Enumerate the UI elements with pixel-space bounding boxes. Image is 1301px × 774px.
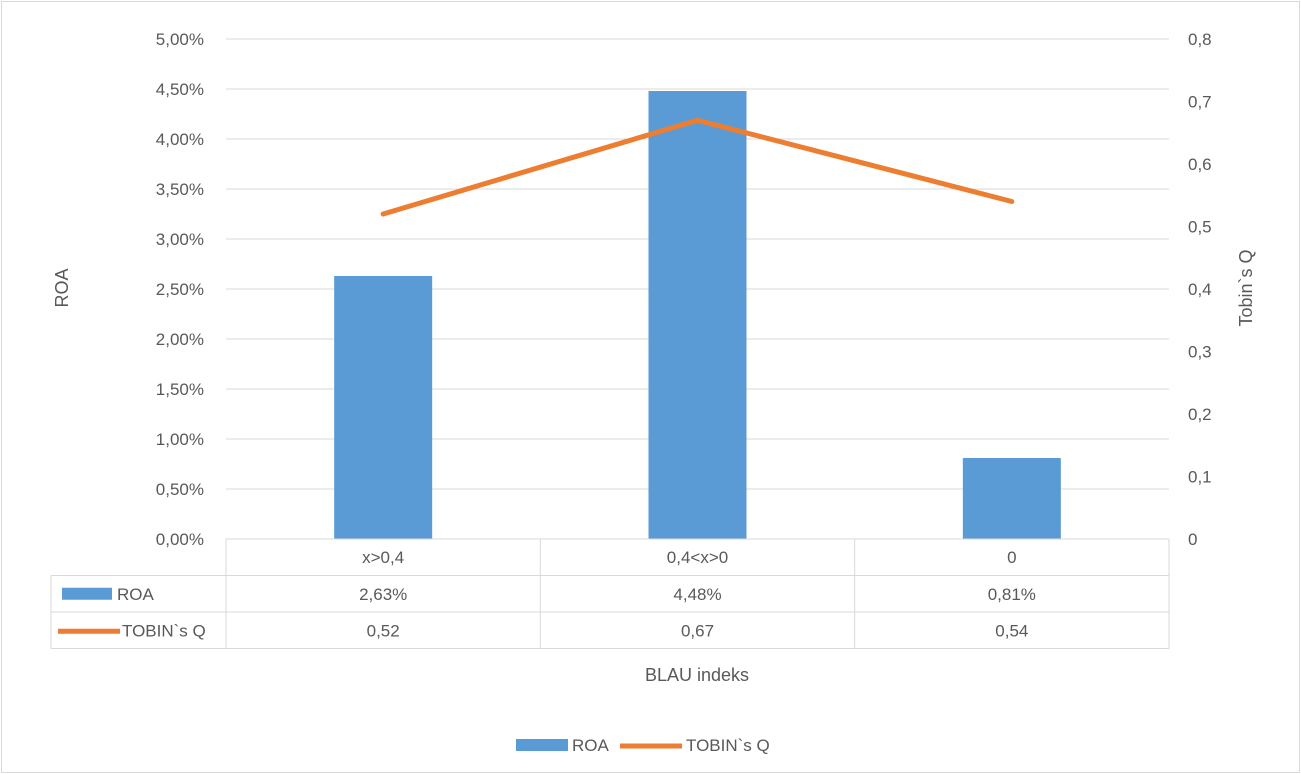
- y2-tick-label: 0,7: [1188, 93, 1212, 112]
- table-value: 0,81%: [988, 585, 1036, 604]
- left-axis-ticks: 0,00% 0,50% 1,00% 1,50% 2,00% 2,50% 3,00% 3,50%…: [156, 30, 204, 549]
- y-tick-label: 2,00%: [156, 330, 204, 349]
- y2-tick-label: 0,2: [1188, 405, 1212, 424]
- table-series-name: TOBIN`s Q: [122, 621, 206, 640]
- y-axis-title: ROA: [52, 268, 72, 307]
- category-label: x>0,4: [362, 548, 404, 567]
- y2-tick-label: 0: [1188, 530, 1197, 549]
- bar: [334, 276, 433, 539]
- tobins-q-line: [380, 117, 1015, 217]
- category-label: 0: [1007, 548, 1016, 567]
- roa-bars: [334, 91, 1061, 539]
- y2-tick-label: 0,1: [1188, 468, 1212, 487]
- y-tick-label: 0,50%: [156, 480, 204, 499]
- y2-tick-label: 0,5: [1188, 218, 1212, 237]
- category-label: 0,4<x>0: [667, 548, 728, 567]
- table-key-bar: [62, 587, 112, 600]
- y-tick-label: 1,00%: [156, 430, 204, 449]
- y-tick-label: 2,50%: [156, 280, 204, 299]
- x-axis-title: BLAU indeks: [645, 665, 749, 685]
- table-series-name: ROA: [117, 585, 155, 604]
- y-tick-label: 1,50%: [156, 380, 204, 399]
- table-value: 2,63%: [359, 585, 407, 604]
- bar: [648, 91, 747, 539]
- table-value: 4,48%: [673, 585, 721, 604]
- y-tick-label: 0,00%: [156, 530, 204, 549]
- y2-tick-label: 0,6: [1188, 155, 1212, 174]
- legend-label-tobins-q: TOBIN`s Q: [686, 736, 770, 755]
- y-tick-label: 4,50%: [156, 80, 204, 99]
- y2-axis-title: Tobin`s Q: [1236, 249, 1256, 326]
- table-value: 0,67: [681, 621, 714, 640]
- right-axis-ticks: 0 0,1 0,2 0,3 0,4 0,5 0,6 0,7 0,8: [1188, 30, 1212, 549]
- table-value: 0,52: [367, 621, 400, 640]
- y-tick-label: 3,00%: [156, 230, 204, 249]
- table-value: 0,54: [995, 621, 1028, 640]
- bar: [962, 458, 1061, 539]
- y-tick-label: 3,50%: [156, 180, 204, 199]
- y2-tick-label: 0,3: [1188, 343, 1212, 362]
- data-table: x>0,4 0,4<x>0 0 ROA 2,63% 4,48% 0,81% TOBIN`s Q…: [50, 538, 1170, 649]
- legend: ROA TOBIN`s Q: [516, 736, 770, 755]
- y-tick-label: 5,00%: [156, 30, 204, 49]
- legend-label-roa: ROA: [572, 736, 610, 755]
- y-tick-label: 4,00%: [156, 130, 204, 149]
- y2-tick-label: 0,4: [1188, 280, 1212, 299]
- series-line: [380, 117, 1015, 217]
- y2-tick-label: 0,8: [1188, 30, 1212, 49]
- legend-key-roa: [516, 739, 568, 751]
